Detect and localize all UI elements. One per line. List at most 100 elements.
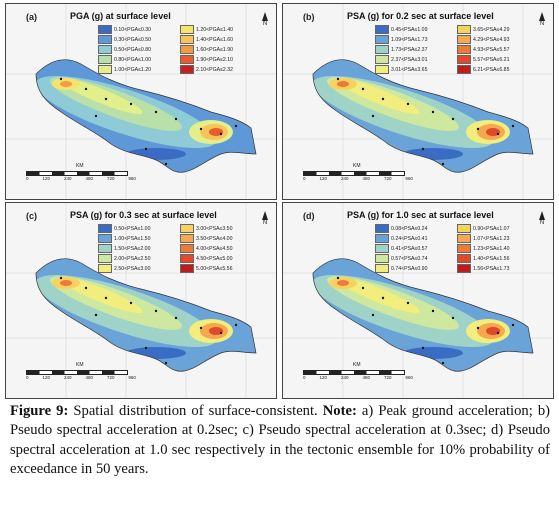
legend-item: 0.74<PSA≤0.90 <box>375 264 455 273</box>
legend-item: 3.65<PSA≤4.29 <box>457 25 537 34</box>
legend-label: 5.57<PSA≤6.21 <box>473 56 510 63</box>
scale-tick: 240 <box>63 176 72 181</box>
legend-swatch <box>375 264 389 273</box>
scale-tick: 480 <box>362 176 370 181</box>
legend-label: 1.00<PSA≤1.50 <box>114 235 151 242</box>
legend-item: 6.21<PSA≤6.85 <box>457 65 537 74</box>
legend-item: 0.45<PSA≤1.09 <box>375 25 455 34</box>
legend-label: 0.74<PSA≤0.90 <box>391 265 428 272</box>
scale-bar: KM 0 120 240 480 720 960 <box>303 163 413 185</box>
legend-item: 0.30<PGA≤0.50 <box>98 35 178 44</box>
legend-item: 1.40<PSA≤1.56 <box>457 254 537 263</box>
legend-item: 4.00<PSA≤4.50 <box>180 244 260 253</box>
legend-swatch <box>457 55 471 64</box>
legend-label: 3.00<PSA≤3.50 <box>196 225 233 232</box>
legend-item: 4.50<PSA≤5.00 <box>180 254 260 263</box>
panel-title: PSA (g) for 0.2 sec at surface level <box>347 11 494 21</box>
hazard-map-c <box>6 203 276 398</box>
scale-tick: 960 <box>405 375 413 380</box>
legend-swatch <box>375 55 389 64</box>
legend-swatch <box>98 254 112 263</box>
legend-swatch <box>375 234 389 243</box>
legend-label: 2.00<PSA≤2.50 <box>114 255 151 262</box>
legend-swatch <box>98 25 112 34</box>
legend-item: 1.07<PSA≤1.23 <box>457 234 537 243</box>
scale-tick: 720 <box>383 375 392 380</box>
scale-tick: 720 <box>106 176 115 181</box>
hazard-map-b <box>283 4 553 199</box>
legend-item: 0.50<PGA≤0.80 <box>98 45 178 54</box>
legend-swatch <box>180 55 194 64</box>
legend-label: 0.10<PGA≤0.30 <box>114 26 152 33</box>
scale-tick: 0 <box>303 375 306 380</box>
legend-swatch <box>457 264 471 273</box>
legend-label: 1.56<PSA≤1.73 <box>473 265 510 272</box>
legend-item: 3.01<PSA≤3.65 <box>375 65 455 74</box>
legend-label: 0.08<PSA≤0.24 <box>391 225 428 232</box>
map-panel-a: (a) PGA (g) at surface level 0.10<PGA≤0.… <box>5 3 277 200</box>
legend-item: 3.00<PSA≤3.50 <box>180 224 260 233</box>
scale-bar: KM 0 120 240 480 720 960 <box>26 163 136 185</box>
legend-item: 0.24<PSA≤0.41 <box>375 234 455 243</box>
legend-swatch <box>180 224 194 233</box>
legend-swatch <box>180 35 194 44</box>
legend-swatch <box>457 45 471 54</box>
legend-swatch <box>180 25 194 34</box>
legend-label: 0.50<PGA≤0.80 <box>114 46 152 53</box>
north-arrow-icon: N <box>260 12 270 27</box>
legend-swatch <box>180 254 194 263</box>
legend-item: 3.50<PSA≤4.00 <box>180 234 260 243</box>
scale-unit: KM <box>353 362 361 368</box>
legend: 0.45<PSA≤1.09 3.65<PSA≤4.29 1.09<PSA≤1.73 4… <box>375 25 537 74</box>
legend-item: 1.23<PSA≤1.40 <box>457 244 537 253</box>
legend: 0.08<PSA≤0.24 0.90<PSA≤1.07 0.24<PSA≤0.41 1… <box>375 224 537 273</box>
scale-tick: 480 <box>362 375 370 380</box>
panel-letter: (d) <box>303 211 315 221</box>
legend-label: 0.90<PSA≤1.07 <box>473 225 510 232</box>
scale-unit: KM <box>76 362 84 368</box>
legend-label: 5.00<PSA≤5.56 <box>196 265 233 272</box>
legend-item: 4.93<PSA≤5.57 <box>457 45 537 54</box>
legend-label: 2.50<PSA≤3.00 <box>114 265 151 272</box>
legend-item: 0.50<PSA≤1.00 <box>98 224 178 233</box>
legend-label: 3.65<PSA≤4.29 <box>473 26 510 33</box>
panel-title: PSA (g) for 1.0 sec at surface level <box>347 210 494 220</box>
scale-tick: 120 <box>42 375 50 380</box>
legend-item: 0.41<PSA≤0.57 <box>375 244 455 253</box>
legend-swatch <box>98 65 112 74</box>
scale-bar: KM 0 120 240 480 720 960 <box>303 362 413 384</box>
scale-tick: 240 <box>340 176 349 181</box>
panel-title: PGA (g) at surface level <box>70 11 171 21</box>
legend-label: 1.40<PGA≤1.60 <box>196 36 234 43</box>
scale-bar: KM 0 120 240 480 720 960 <box>26 362 136 384</box>
caption-text-1: Spatial distribution of surface-consiste… <box>68 403 323 419</box>
legend-swatch <box>375 35 389 44</box>
legend-label: 4.93<PSA≤5.57 <box>473 46 510 53</box>
legend-item: 2.00<PSA≤2.50 <box>98 254 178 263</box>
legend-item: 0.08<PSA≤0.24 <box>375 224 455 233</box>
legend-swatch <box>457 224 471 233</box>
legend-item: 0.90<PSA≤1.07 <box>457 224 537 233</box>
map-panel-c: (c) PSA (g) for 0.3 sec at surface level… <box>5 202 277 399</box>
scale-tick: 0 <box>26 176 29 181</box>
note-label: Note: <box>322 403 357 419</box>
legend-item: 1.40<PGA≤1.60 <box>180 35 260 44</box>
legend: 0.10<PGA≤0.30 1.20<PGA≤1.40 0.30<PGA≤0.50 1… <box>98 25 260 74</box>
scale-tick: 240 <box>340 375 349 380</box>
scale-tick: 240 <box>63 375 72 380</box>
panel-letter: (c) <box>26 211 37 221</box>
legend-swatch <box>457 234 471 243</box>
hazard-map-d <box>283 203 553 398</box>
legend-item: 1.00<PSA≤1.50 <box>98 234 178 243</box>
legend-label: 1.07<PSA≤1.23 <box>473 235 510 242</box>
legend-swatch <box>98 264 112 273</box>
legend-label: 0.24<PSA≤0.41 <box>391 235 428 242</box>
legend-label: 4.50<PSA≤5.00 <box>196 255 233 262</box>
legend-swatch <box>457 244 471 253</box>
hazard-map-a <box>6 4 276 199</box>
legend-swatch <box>457 65 471 74</box>
map-panel-b: (b) PSA (g) for 0.2 sec at surface level… <box>282 3 554 200</box>
legend-swatch <box>375 65 389 74</box>
scale-tick: 960 <box>405 176 413 181</box>
scale-tick: 120 <box>319 375 327 380</box>
